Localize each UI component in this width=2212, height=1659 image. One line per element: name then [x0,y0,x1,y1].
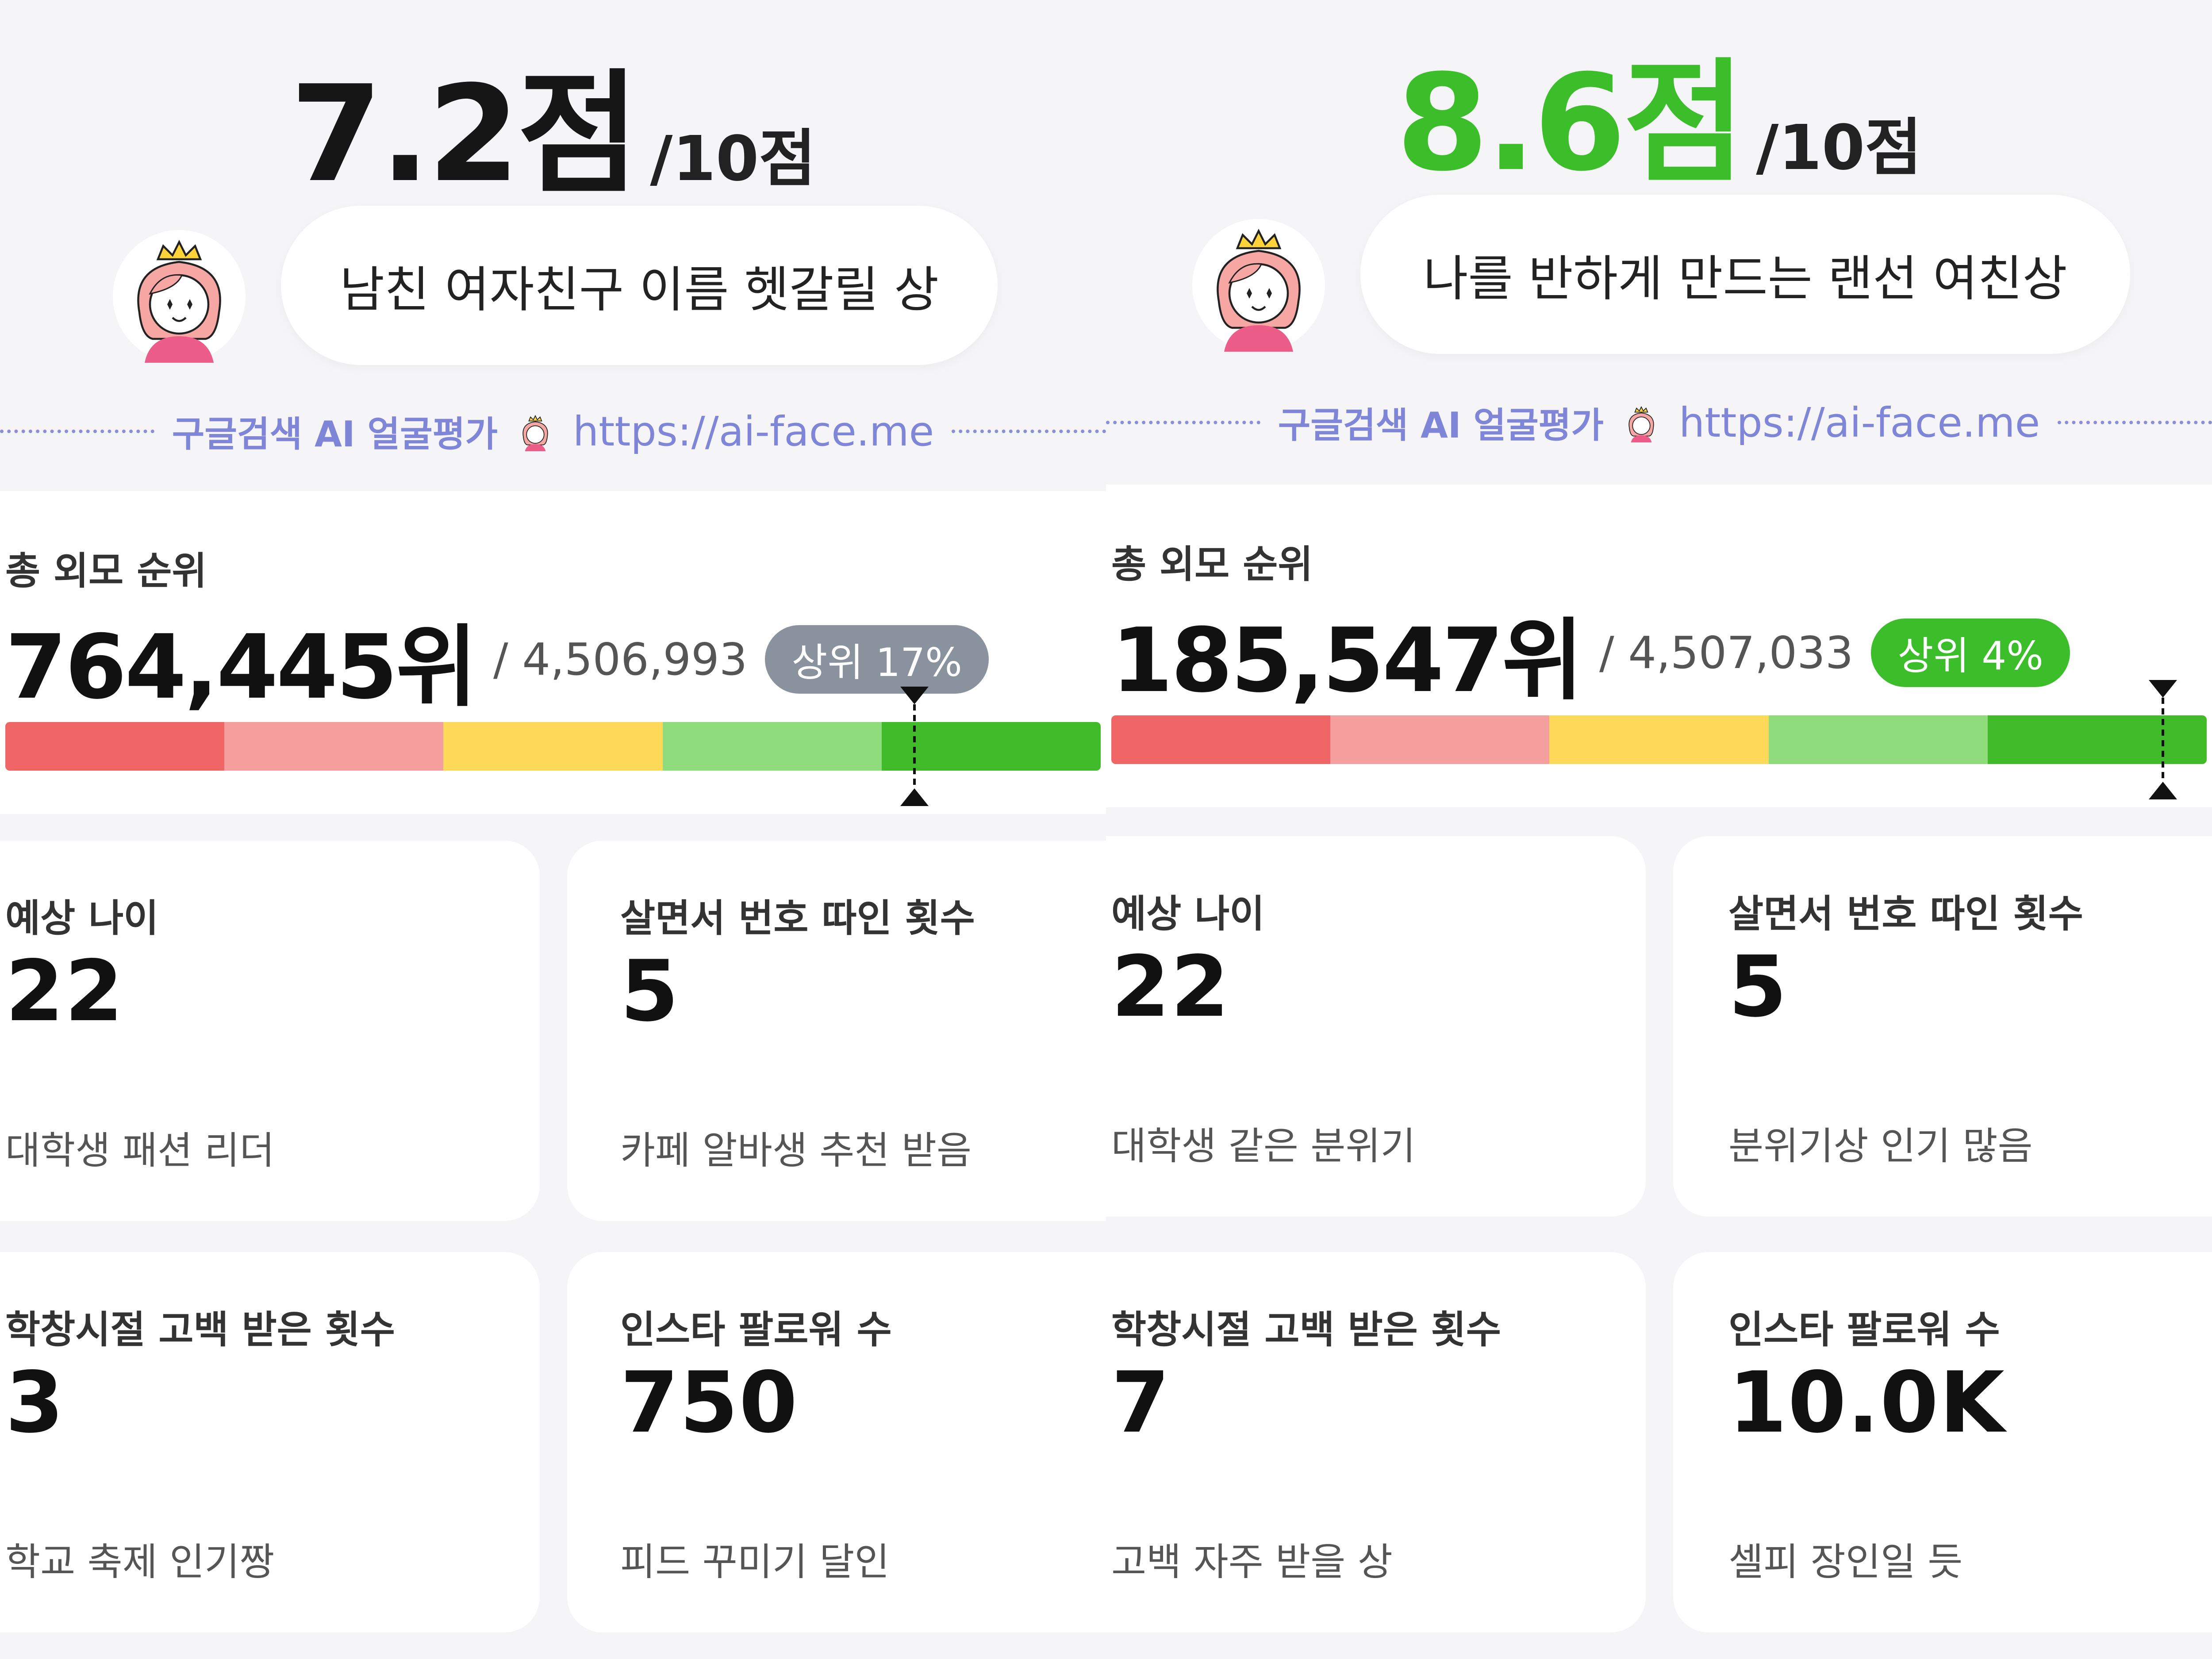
stat-label: 학창시절 고백 받은 횟수 [1111,1308,1502,1352]
watermark-url: https://ai-face.me [572,407,934,455]
stat-desc: 대학생 같은 분위기 [1111,1124,1416,1168]
rank-percentile-badge: 상위 17% [765,625,989,694]
score-header: 7.2점/10점 [0,27,1106,219]
rank-bar-segment [881,722,1101,771]
stat-card: 살면서 번호 따인 횟수 5 분위기상 인기 많음 [1673,836,2212,1217]
stat-label: 살면서 번호 따인 횟수 [620,896,975,941]
score-out-of: /10점 [1756,112,1922,184]
stat-value: 5 [620,942,680,1040]
rank-row: 185,547위 / 4,507,033 상위 4% [1111,588,2070,717]
comment-bubble: 나를 반하게 만드는 랜선 여친상 [1360,195,2130,354]
divider [952,430,1106,433]
rank-bar [5,722,1101,771]
watermark: 구글검색 AI 얼굴평가 https://ai-face.me [0,405,1106,458]
stat-value: 750 [620,1354,799,1452]
watermark-label: 구글검색 AI 얼굴평가 [1278,405,1604,446]
stat-label: 살면서 번호 따인 횟수 [1728,892,2083,936]
stat-card: 예상 나이 22 대학생 같은 분위기 [1106,836,1646,1217]
rank-title: 총 외모 순위 [5,549,207,593]
rank-total: / 4,507,033 [1599,626,1854,679]
stat-value: 7 [1111,1354,1171,1452]
rank-marker-icon [900,687,929,806]
stat-card: 학창시절 고백 받은 횟수 3 학교 축제 인기짱 [0,1252,540,1632]
stat-card: 인스타 팔로워 수 10.0K 셀피 장인일 듯 [1673,1252,2212,1632]
watermark-url: https://ai-face.me [1678,399,2040,446]
princess-avatar-icon [1192,219,1325,352]
watermark: 구글검색 AI 얼굴평가 https://ai-face.me [1106,396,2212,449]
rank-total: / 4,506,993 [493,633,748,685]
stat-desc: 분위기상 인기 많음 [1728,1124,2033,1168]
stat-value: 22 [1111,938,1230,1036]
stat-desc: 대학생 패션 리더 [5,1129,275,1173]
watermark-label: 구글검색 AI 얼굴평가 [172,414,498,455]
rank-bar-segment [5,722,225,771]
divider [0,430,154,433]
score-value: 8.6점 [1396,46,1745,200]
rank-bar-segment [1549,715,1769,764]
stat-card: 학창시절 고백 받은 횟수 7 고백 자주 받을 상 [1106,1252,1646,1632]
score-value: 7.2점 [290,57,639,211]
rank-card: 총 외모 순위 764,445위 / 4,506,993 상위 17% [0,491,1106,814]
result-panel-left: 7.2점/10점 남친 여자친구 이름 헷갈릴 상 구글검색 AI 얼굴평가 h… [0,27,1106,1632]
stat-label: 인스타 팔로워 수 [620,1308,892,1352]
stat-value: 5 [1728,938,1788,1036]
stat-desc: 피드 꾸미기 달인 [620,1540,890,1584]
stat-card: 살면서 번호 따인 횟수 5 카페 알바생 추천 받음 [567,841,1106,1221]
rank-percentile-badge: 상위 4% [1871,618,2070,687]
rank-title: 총 외모 순위 [1111,542,1313,587]
stat-value: 3 [5,1354,65,1452]
divider [1106,421,1260,424]
stat-desc: 고백 자주 받을 상 [1111,1540,1393,1584]
rank-bar-segment [1330,715,1550,764]
stat-card: 인스타 팔로워 수 750 피드 꾸미기 달인 [567,1252,1106,1632]
stat-label: 인스타 팔로워 수 [1728,1308,2000,1352]
result-panel-right: 8.6점/10점 나를 반하게 만드는 랜선 여친상 구글검색 AI 얼굴평가 … [1106,0,2212,1659]
rank-value: 764,445위 [5,616,477,719]
rank-marker-icon [2148,680,2177,799]
rank-bar-segment [1111,715,1331,764]
rank-bar-segment [224,722,444,771]
stat-desc: 셀피 장인일 듯 [1728,1540,1963,1584]
stat-value: 22 [5,942,124,1040]
score-header: 8.6점/10점 [1106,15,2212,207]
stat-value: 10.0K [1728,1354,2006,1452]
stat-card: 예상 나이 22 대학생 패션 리더 [0,841,540,1221]
stat-label: 예상 나이 [1111,892,1265,936]
rank-bar-segment [443,722,663,771]
rank-card: 총 외모 순위 185,547위 / 4,507,033 상위 4% [1106,484,2212,807]
comment-bubble: 남친 여자친구 이름 헷갈릴 상 [281,206,998,365]
rank-bar-segment [1987,715,2207,764]
rank-value: 185,547위 [1111,609,1583,712]
rank-bar [1111,715,2207,764]
score-out-of: /10점 [650,123,816,195]
princess-avatar-icon [113,230,246,363]
rank-bar-segment [1768,715,1988,764]
divider [2058,421,2212,424]
stat-label: 예상 나이 [5,896,159,941]
stat-desc: 카페 알바생 추천 받음 [620,1129,972,1173]
princess-mini-icon [1628,406,1654,442]
stat-desc: 학교 축제 인기짱 [5,1540,275,1584]
stat-label: 학창시절 고백 받은 횟수 [5,1308,396,1352]
rank-row: 764,445위 / 4,506,993 상위 17% [5,595,989,723]
rank-bar-segment [662,722,882,771]
princess-mini-icon [522,415,548,451]
